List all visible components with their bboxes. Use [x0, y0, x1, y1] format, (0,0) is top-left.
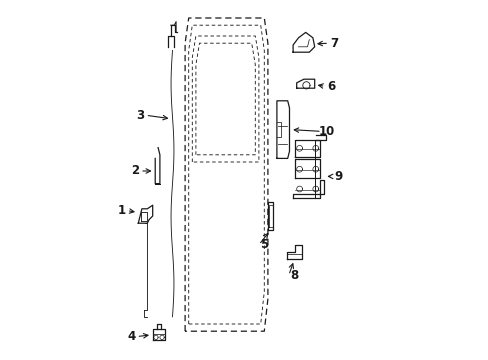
Text: 10: 10 — [319, 125, 335, 138]
Text: 5: 5 — [260, 238, 268, 251]
Text: 9: 9 — [333, 170, 342, 183]
Text: 2: 2 — [130, 165, 139, 177]
Text: 8: 8 — [289, 269, 298, 282]
Text: 3: 3 — [136, 109, 144, 122]
Text: 6: 6 — [326, 80, 334, 93]
Text: 4: 4 — [127, 330, 135, 343]
Text: 1: 1 — [117, 204, 125, 217]
Text: 7: 7 — [330, 37, 338, 50]
